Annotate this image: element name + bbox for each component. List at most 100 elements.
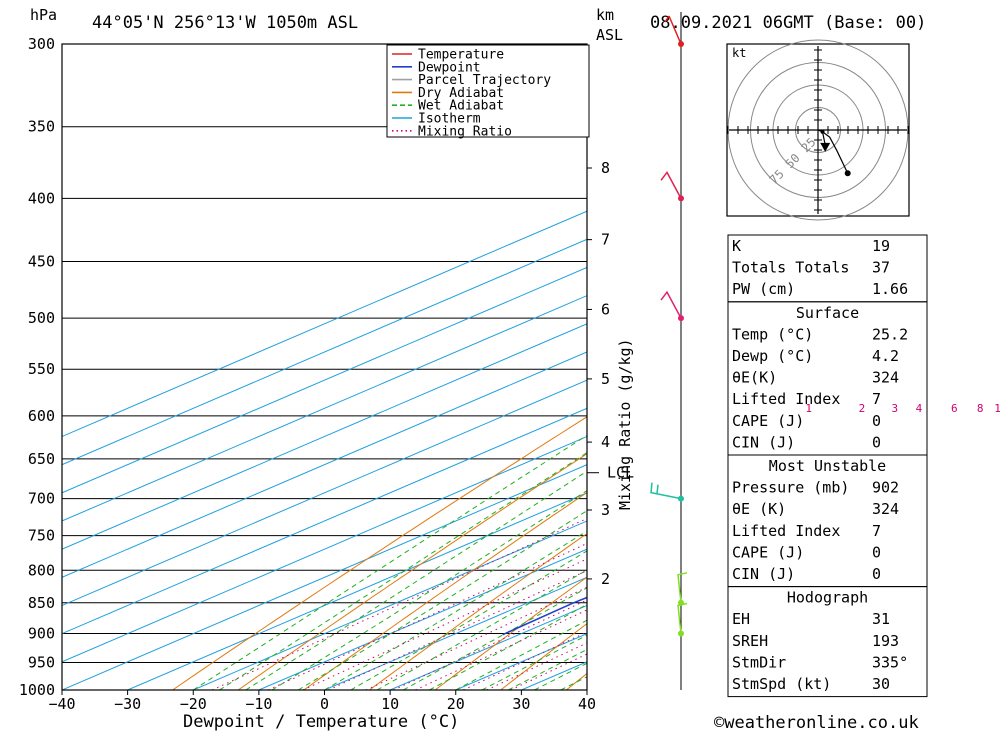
index-label: Totals Totals <box>732 259 849 277</box>
mixing-ratio-label: 2 <box>859 402 866 415</box>
pressure-tick-label: 350 <box>28 118 55 136</box>
index-value: 25.2 <box>872 325 908 343</box>
index-label: CIN (J) <box>732 565 795 583</box>
pressure-tick-label: 450 <box>28 253 55 271</box>
hodograph-unit-label: kt <box>732 46 746 60</box>
x-tick-label: 10 <box>381 695 399 713</box>
km-tick-label: 5 <box>601 370 610 388</box>
index-label: θE(K) <box>732 369 777 387</box>
pressure-tick-label: 650 <box>28 450 55 468</box>
mixing-ratio-label: 10 <box>994 402 1000 415</box>
index-value: 19 <box>872 237 890 255</box>
km-tick-label: 7 <box>601 231 610 249</box>
mixing-ratio-axis-title: Mixing Ratio (g/kg) <box>616 338 634 510</box>
index-label: StmSpd (kt) <box>732 675 831 693</box>
index-value: 4.2 <box>872 347 899 365</box>
location-title: 44°05'N 256°13'W 1050m ASL <box>92 13 358 33</box>
dry-adiabat-line <box>435 44 1000 690</box>
dry-adiabat-line <box>895 44 1000 690</box>
index-label: SREH <box>732 632 768 650</box>
plot-frame <box>62 44 587 690</box>
index-label: CAPE (J) <box>732 543 804 561</box>
x-tick-label: 30 <box>512 695 530 713</box>
index-label: Pressure (mb) <box>732 479 849 497</box>
pressure-tick-label: 950 <box>28 653 55 671</box>
index-label: CIN (J) <box>732 433 795 451</box>
pressure-tick-label: 400 <box>28 189 55 207</box>
index-value: 0 <box>872 433 881 451</box>
pressure-tick-label: 500 <box>28 309 55 327</box>
index-label: EH <box>732 610 750 628</box>
mixing-ratio-label: 3 <box>891 402 898 415</box>
index-value: 7 <box>872 390 881 408</box>
mixing-ratio-label: 4 <box>916 402 923 415</box>
copyright-footer: ©weatheronline.co.uk <box>714 713 919 733</box>
index-value: 324 <box>872 500 899 518</box>
pressure-unit-label: hPa <box>30 6 57 24</box>
km-tick-label: 8 <box>601 159 610 177</box>
wet-adiabat-line <box>430 44 1000 690</box>
indices-section-title: Surface <box>796 304 859 322</box>
index-value: 30 <box>872 675 890 693</box>
wind-barb <box>678 603 687 633</box>
pressure-tick-label: 750 <box>28 527 55 545</box>
km-tick-label: 3 <box>601 501 610 519</box>
pressure-tick-label: 1000 <box>19 681 55 699</box>
wind-barb <box>661 292 681 318</box>
index-label: Lifted Index <box>732 522 840 540</box>
index-label: θE (K) <box>732 500 786 518</box>
index-label: CAPE (J) <box>732 412 804 430</box>
wind-barb <box>678 573 687 603</box>
pressure-tick-label: 600 <box>28 407 55 425</box>
mixing-ratio-line <box>415 416 1000 690</box>
x-tick-label: −30 <box>114 695 141 713</box>
index-label: K <box>732 237 741 255</box>
index-value: 0 <box>872 543 881 561</box>
wind-profile <box>651 12 687 690</box>
wet-adiabat-line <box>403 44 1000 690</box>
km-tick-label: 2 <box>601 570 610 588</box>
km-tick-label: 4 <box>601 433 610 451</box>
x-tick-label: −20 <box>180 695 207 713</box>
index-value: 31 <box>872 610 890 628</box>
x-tick-label: 20 <box>447 695 465 713</box>
km-label: km <box>596 6 614 24</box>
index-label: Lifted Index <box>732 390 840 408</box>
pressure-tick-label: 850 <box>28 594 55 612</box>
km-tick-label: 6 <box>601 300 610 318</box>
index-label: Dewp (°C) <box>732 347 813 365</box>
legend-entry-label: Mixing Ratio <box>418 124 512 139</box>
datetime-title: 08.09.2021 06GMT (Base: 00) <box>650 13 926 33</box>
mixing-ratio-label: 8 <box>977 402 984 415</box>
x-axis-title: Dewpoint / Temperature (°C) <box>183 712 459 732</box>
x-tick-label: 0 <box>320 695 329 713</box>
asl-label: ASL <box>596 26 623 44</box>
index-value: 1.66 <box>872 280 908 298</box>
index-value: 0 <box>872 412 881 430</box>
index-label: StmDir <box>732 653 786 671</box>
index-label: Temp (°C) <box>732 325 813 343</box>
wind-barb <box>661 172 681 198</box>
mixing-ratio-label: 6 <box>951 402 958 415</box>
index-value: 335° <box>872 653 908 671</box>
pressure-tick-label: 700 <box>28 490 55 508</box>
index-value: 193 <box>872 632 899 650</box>
hodograph-end-dot <box>845 170 851 176</box>
index-label: PW (cm) <box>732 280 795 298</box>
pressure-tick-label: 300 <box>28 35 55 53</box>
pressure-tick-label: 800 <box>28 561 55 579</box>
x-tick-label: −10 <box>245 695 272 713</box>
indices-section-title: Hodograph <box>787 589 868 607</box>
pressure-tick-label: 900 <box>28 624 55 642</box>
index-value: 37 <box>872 259 890 277</box>
wind-barb <box>651 483 681 499</box>
index-value: 324 <box>872 369 899 387</box>
index-value: 7 <box>872 522 881 540</box>
pressure-tick-label: 550 <box>28 360 55 378</box>
dry-adiabat-line <box>960 44 1000 690</box>
index-value: 0 <box>872 565 881 583</box>
